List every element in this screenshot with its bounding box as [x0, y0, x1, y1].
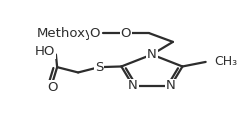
Text: CH₃: CH₃: [214, 55, 237, 68]
Text: O: O: [89, 27, 100, 40]
Text: Methoxy: Methoxy: [37, 27, 93, 40]
Text: O: O: [121, 27, 131, 40]
Text: N: N: [166, 79, 176, 92]
Text: N: N: [128, 79, 138, 92]
Text: S: S: [95, 61, 103, 74]
Text: N: N: [147, 48, 157, 61]
Text: O: O: [47, 81, 58, 94]
Text: HO: HO: [35, 45, 55, 58]
